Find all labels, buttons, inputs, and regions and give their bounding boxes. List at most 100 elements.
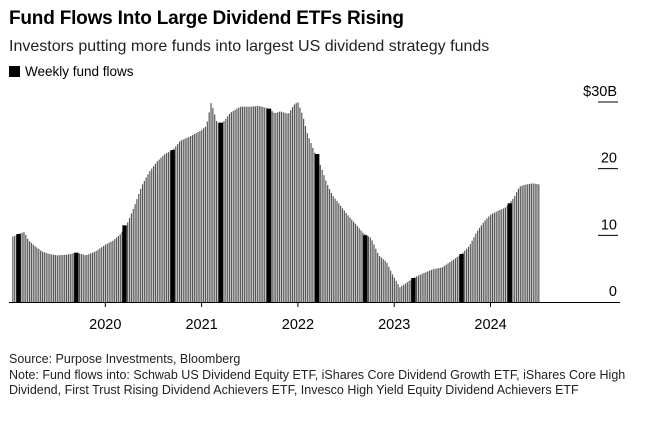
bar xyxy=(228,113,231,302)
bar xyxy=(360,230,362,302)
bar xyxy=(353,221,355,302)
bar xyxy=(204,126,207,302)
bar xyxy=(280,111,282,303)
bar xyxy=(306,133,308,302)
bar xyxy=(484,220,486,302)
bar xyxy=(499,209,501,302)
bar xyxy=(319,165,321,302)
bar xyxy=(93,251,95,302)
bar xyxy=(506,205,508,302)
bar xyxy=(345,213,347,302)
bar xyxy=(286,113,288,302)
bar xyxy=(390,270,392,302)
bar xyxy=(206,121,208,302)
bar xyxy=(467,246,470,302)
highlight-bars-group xyxy=(16,108,512,302)
y-tick-label: 0 xyxy=(609,284,617,300)
bar xyxy=(149,170,151,302)
bar xyxy=(340,205,342,302)
bar xyxy=(258,106,260,303)
bar xyxy=(115,237,118,302)
highlight-bar xyxy=(16,234,21,302)
bar xyxy=(145,177,147,302)
bar xyxy=(323,175,325,302)
bar xyxy=(532,183,534,302)
bar xyxy=(477,230,479,302)
bar xyxy=(382,259,384,302)
bar xyxy=(312,147,314,302)
bar xyxy=(436,268,438,302)
bar xyxy=(427,271,429,302)
bar xyxy=(453,259,455,302)
bar xyxy=(330,192,332,302)
bar xyxy=(99,248,101,302)
bar xyxy=(41,251,44,302)
bar xyxy=(488,216,490,302)
y-tick-label: $30B xyxy=(583,84,617,100)
bar xyxy=(447,263,449,302)
bar xyxy=(84,255,86,302)
highlight-bar xyxy=(314,154,320,302)
bar xyxy=(193,134,195,302)
bar xyxy=(210,103,212,302)
bar xyxy=(138,193,140,302)
bar xyxy=(445,264,447,302)
bar xyxy=(419,274,421,302)
bar xyxy=(234,109,236,302)
highlight-bar xyxy=(411,278,416,302)
bar xyxy=(478,227,481,302)
bar xyxy=(295,103,297,303)
bar xyxy=(25,234,27,302)
bar xyxy=(401,286,403,302)
bar xyxy=(162,156,164,302)
bar xyxy=(304,125,307,303)
bar xyxy=(399,287,401,302)
bar xyxy=(278,111,281,302)
bar xyxy=(108,242,110,302)
source-text: Source: Purpose Investments, Bloomberg xyxy=(9,352,241,366)
bar xyxy=(425,272,427,302)
bar xyxy=(438,268,440,302)
bar xyxy=(428,270,431,302)
bar xyxy=(177,143,179,302)
bar xyxy=(43,252,45,302)
bar xyxy=(373,244,375,302)
bar xyxy=(338,203,340,302)
bar xyxy=(117,235,120,302)
bar xyxy=(65,254,68,302)
bar xyxy=(82,254,84,302)
bar xyxy=(336,201,338,302)
bar xyxy=(78,253,81,302)
bar xyxy=(369,237,371,302)
bar xyxy=(106,243,108,302)
bar xyxy=(130,213,132,302)
bar xyxy=(32,244,34,302)
bar xyxy=(503,208,505,302)
bar xyxy=(534,183,536,302)
bar xyxy=(178,141,181,302)
bar xyxy=(69,253,71,302)
bar xyxy=(236,108,238,303)
bar xyxy=(314,152,316,302)
bar xyxy=(301,112,303,302)
bar xyxy=(443,265,445,302)
bar xyxy=(288,113,290,302)
bar xyxy=(110,241,112,302)
bar xyxy=(530,183,532,302)
bar xyxy=(456,256,458,302)
bar xyxy=(188,136,190,302)
bar xyxy=(475,233,477,302)
bar xyxy=(214,114,216,302)
bar xyxy=(397,284,399,302)
bar xyxy=(160,157,162,302)
bar xyxy=(349,217,351,302)
bar xyxy=(147,174,149,302)
bar xyxy=(451,260,453,302)
bar xyxy=(58,255,60,302)
bar xyxy=(182,139,184,302)
bar xyxy=(297,102,299,302)
bar xyxy=(406,282,408,302)
bar xyxy=(334,198,336,302)
bar xyxy=(299,107,301,302)
bar xyxy=(165,153,168,302)
